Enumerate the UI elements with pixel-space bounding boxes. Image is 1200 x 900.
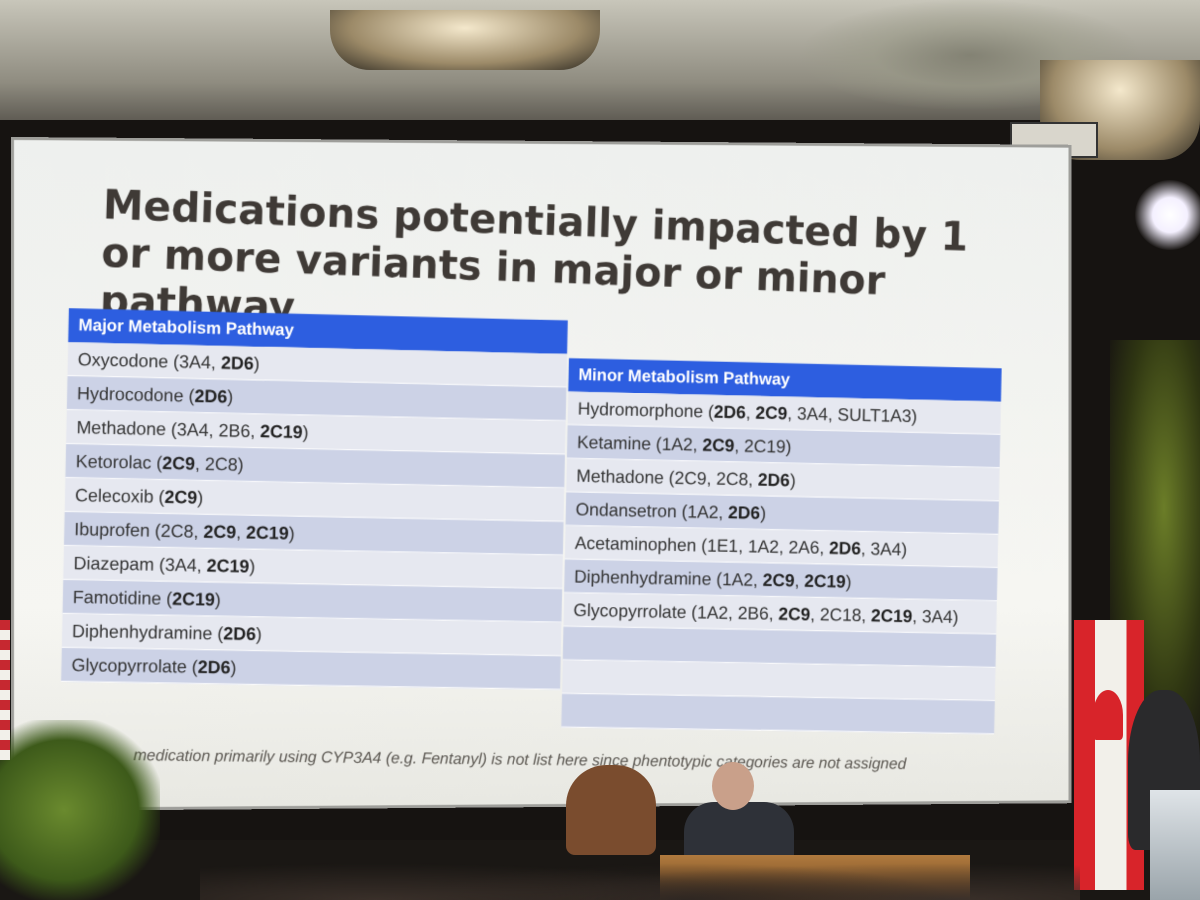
podium bbox=[1150, 790, 1200, 900]
enzyme: 3A4 bbox=[179, 352, 211, 373]
enzyme: 2C9 bbox=[162, 453, 195, 474]
audience-heads bbox=[200, 835, 1080, 900]
enzyme: 1A2 bbox=[722, 569, 753, 589]
enzyme: 1A2 bbox=[748, 537, 779, 557]
enzyme: SULT1A3 bbox=[837, 405, 911, 426]
enzyme: 2A6 bbox=[788, 537, 819, 557]
enzyme: 3A4 bbox=[177, 419, 209, 440]
enzyme: 2D6 bbox=[728, 503, 760, 523]
enzyme: 2C9 bbox=[762, 570, 794, 590]
enzyme: 3A4 bbox=[165, 555, 197, 576]
enzyme: 2C19 bbox=[246, 523, 289, 544]
medication-name: Methadone bbox=[576, 466, 664, 488]
maple-leaf-icon bbox=[1093, 690, 1123, 740]
medication-name: Celecoxib bbox=[75, 485, 154, 507]
enzyme: 2C19 bbox=[207, 556, 250, 577]
enzyme: 2B6 bbox=[218, 420, 250, 441]
us-flag bbox=[0, 620, 10, 760]
enzyme: 2C9 bbox=[164, 487, 197, 508]
enzyme: 2C19 bbox=[172, 589, 215, 610]
projection-screen: Medications potentially impacted by 1 or… bbox=[14, 140, 1069, 808]
enzyme: 2C9 bbox=[702, 435, 734, 455]
enzyme: 1A2 bbox=[661, 434, 692, 454]
medication-name: Famotidine bbox=[73, 587, 162, 609]
minor-pathway-rows: Hydromorphone (2D6, 2C9, 3A4, SULT1A3) Ke… bbox=[561, 392, 1001, 735]
enzyme: 2D6 bbox=[758, 470, 790, 490]
enzyme: 2C9 bbox=[778, 604, 810, 624]
pathway-table: Major Metabolism Pathway Oxycodone (3A4,… bbox=[60, 308, 1002, 734]
enzyme: 2C9 bbox=[674, 468, 706, 488]
enzyme: 2C19 bbox=[744, 436, 786, 457]
medication-name: Diazepam bbox=[73, 553, 154, 574]
major-pathway-rows: Oxycodone (3A4, 2D6) Hydrocodone (2D6) Met… bbox=[61, 342, 567, 690]
medication-name: Hydromorphone bbox=[577, 399, 703, 422]
chandelier-left bbox=[330, 10, 600, 70]
enzyme: 2D6 bbox=[221, 353, 254, 374]
enzyme: 3A4 bbox=[797, 404, 828, 424]
medication-name: Ibuprofen bbox=[74, 519, 150, 540]
stage-spotlight bbox=[1135, 180, 1200, 250]
panelist-man-head bbox=[712, 762, 754, 810]
enzyme: 2C8 bbox=[716, 469, 748, 489]
enzyme: 1E1 bbox=[707, 536, 738, 556]
major-pathway-column: Major Metabolism Pathway Oxycodone (3A4,… bbox=[60, 308, 567, 727]
medication-name: Diphenhydramine bbox=[72, 621, 213, 643]
enzyme: 2C9 bbox=[203, 522, 236, 543]
enzyme: 2C19 bbox=[260, 421, 303, 442]
table-row bbox=[561, 694, 995, 734]
medication-name: Hydrocodone bbox=[77, 383, 184, 405]
enzyme: 2C8 bbox=[205, 454, 238, 475]
medication-name: Glycopyrrolate bbox=[573, 600, 686, 622]
enzyme: 3A4 bbox=[922, 607, 953, 627]
medication-name: Glycopyrrolate bbox=[71, 655, 187, 677]
enzyme: 2B6 bbox=[738, 603, 769, 623]
enzyme: 2C19 bbox=[871, 606, 913, 626]
enzyme: 2D6 bbox=[197, 657, 230, 677]
enzyme: 2C19 bbox=[804, 571, 846, 591]
medication-name: Methadone bbox=[76, 417, 166, 439]
enzyme: 2C8 bbox=[161, 521, 194, 542]
minor-pathway-column: Minor Metabolism Pathway Hydromorphone (… bbox=[561, 358, 1001, 734]
enzyme: 2D6 bbox=[714, 402, 746, 422]
medication-name: Diphenhydramine bbox=[574, 567, 712, 589]
enzyme: 2D6 bbox=[829, 538, 861, 558]
table-row: Glycopyrrolate (2D6) bbox=[61, 648, 561, 690]
enzyme: 2C9 bbox=[755, 403, 787, 423]
enzyme: 2D6 bbox=[223, 624, 256, 644]
enzyme: 2D6 bbox=[194, 386, 227, 407]
medication-name: Acetaminophen bbox=[575, 533, 697, 555]
enzyme: 3A4 bbox=[870, 539, 901, 559]
medication-name: Ketamine bbox=[577, 432, 651, 453]
medication-name: Ketorolac bbox=[75, 451, 151, 473]
potted-fern bbox=[0, 720, 160, 900]
enzyme: 1A2 bbox=[687, 502, 718, 522]
enzyme: 2C18 bbox=[820, 605, 862, 625]
enzyme: 1A2 bbox=[697, 603, 728, 623]
medication-name: Ondansetron bbox=[575, 499, 677, 521]
medication-name: Oxycodone bbox=[78, 349, 169, 371]
